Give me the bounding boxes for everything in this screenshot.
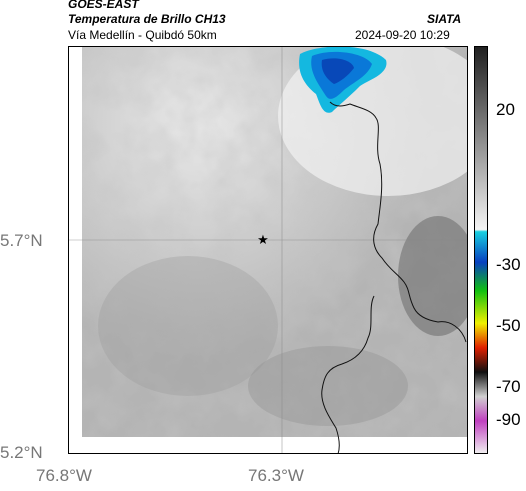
colorbar-tick-label: -90: [496, 410, 521, 429]
lon-tick-label: 76.3°W: [248, 466, 304, 485]
satellite-map: ★: [68, 46, 468, 454]
border-line: [321, 101, 467, 454]
map-gridlines: [68, 46, 468, 454]
lat-tick-label: 5.7°N: [0, 231, 43, 250]
region-label: Vía Medellín - Quibdó 50km: [68, 28, 217, 42]
lat-tick-label: 5.2°N: [0, 443, 43, 462]
lon-tick-label: 76.8°W: [36, 466, 92, 485]
map-frame: [68, 46, 468, 454]
datetime-label: 2024-09-20 10:29: [355, 28, 450, 42]
brightness-temperature-field: [82, 46, 468, 437]
product-title: Temperatura de Brillo CH13: [68, 12, 226, 26]
colorbar-tick-label: -30: [496, 255, 521, 274]
colorbar-tick-label: -70: [496, 377, 521, 396]
colorbar: [474, 46, 488, 454]
location-star: ★: [257, 232, 269, 247]
satellite-label: GOES-EAST: [68, 0, 139, 11]
organization-label: SIATA: [427, 12, 462, 26]
colorbar-tick-label: -50: [496, 316, 521, 335]
colorbar-tick-label: 20: [496, 100, 515, 119]
